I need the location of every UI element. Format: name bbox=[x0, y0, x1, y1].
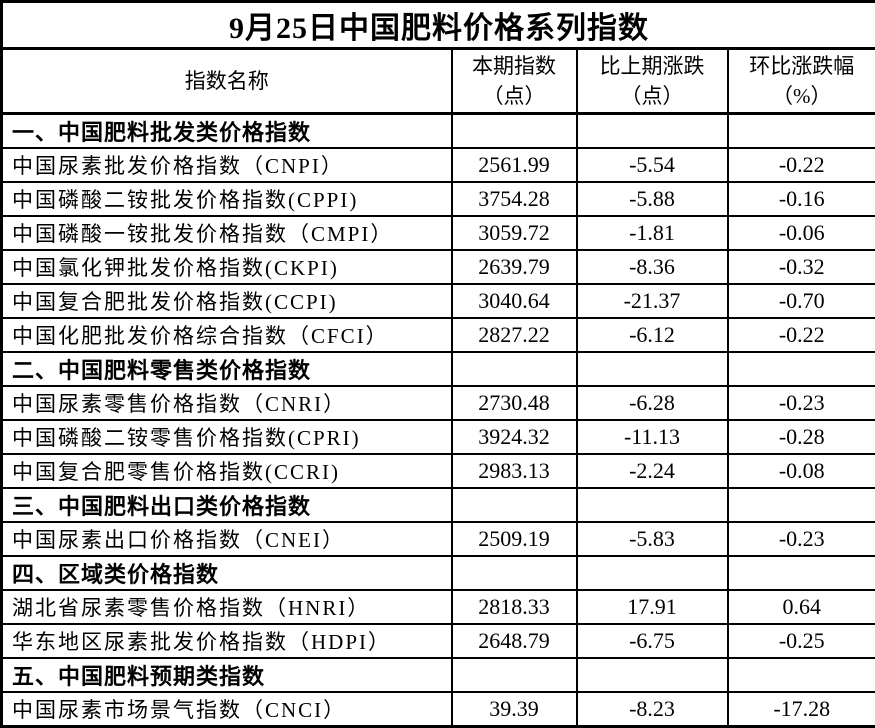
current-index-cell: 2561.99 bbox=[452, 148, 577, 182]
index-name-cell: 中国磷酸二铵批发价格指数(CPPI) bbox=[2, 182, 452, 216]
index-data-row: 中国复合肥零售价格指数(CCRI) 2983.13 -2.24 -0.08 bbox=[2, 454, 875, 488]
current-index-cell: 2818.33 bbox=[452, 590, 577, 624]
change-cell: -5.88 bbox=[577, 182, 728, 216]
pct-change-cell: -0.23 bbox=[728, 386, 875, 420]
current-index-cell: 2509.19 bbox=[452, 522, 577, 556]
pct-change-cell: 0.64 bbox=[728, 590, 875, 624]
column-header-current-index: 本期指数 （点） bbox=[452, 49, 577, 114]
index-data-row: 中国尿素批发价格指数（CNPI） 2561.99 -5.54 -0.22 bbox=[2, 148, 875, 182]
section-header-row: 四、区域类价格指数 bbox=[2, 556, 875, 590]
change-cell: -5.83 bbox=[577, 522, 728, 556]
change-cell: -8.23 bbox=[577, 692, 728, 727]
current-index-cell: 3040.64 bbox=[452, 284, 577, 318]
current-index-cell: 3059.72 bbox=[452, 216, 577, 250]
change-cell: 17.91 bbox=[577, 590, 728, 624]
empty-cell bbox=[728, 488, 875, 522]
empty-cell bbox=[577, 556, 728, 590]
pct-change-cell: -0.25 bbox=[728, 624, 875, 658]
empty-cell bbox=[577, 488, 728, 522]
index-name-cell: 三、中国肥料出口类价格指数 bbox=[2, 488, 452, 522]
current-index-cell: 2648.79 bbox=[452, 624, 577, 658]
pct-change-cell: -0.06 bbox=[728, 216, 875, 250]
pct-change-cell: -0.32 bbox=[728, 250, 875, 284]
index-name-cell: 中国尿素出口价格指数（CNEI） bbox=[2, 522, 452, 556]
column-header-change-vs-previous: 比上期涨跌 （点） bbox=[577, 49, 728, 114]
current-index-cell: 39.39 bbox=[452, 692, 577, 727]
section-header-row: 三、中国肥料出口类价格指数 bbox=[2, 488, 875, 522]
change-cell: -1.81 bbox=[577, 216, 728, 250]
pct-change-cell: -0.16 bbox=[728, 182, 875, 216]
title-row: 9月25日中国肥料价格系列指数 bbox=[2, 2, 875, 49]
change-cell: -11.13 bbox=[577, 420, 728, 454]
index-name-cell: 湖北省尿素零售价格指数（HNRI） bbox=[2, 590, 452, 624]
empty-cell bbox=[577, 114, 728, 149]
index-name-cell: 中国磷酸二铵零售价格指数(CPRI) bbox=[2, 420, 452, 454]
empty-cell bbox=[728, 352, 875, 386]
index-name-cell: 中国尿素零售价格指数（CNRI） bbox=[2, 386, 452, 420]
index-data-row: 中国化肥批发价格综合指数（CFCI） 2827.22 -6.12 -0.22 bbox=[2, 318, 875, 352]
index-data-row: 华东地区尿素批发价格指数（HDPI） 2648.79 -6.75 -0.25 bbox=[2, 624, 875, 658]
current-index-cell: 2730.48 bbox=[452, 386, 577, 420]
index-name-cell: 二、中国肥料零售类价格指数 bbox=[2, 352, 452, 386]
index-data-row: 中国氯化钾批发价格指数(CKPI) 2639.79 -8.36 -0.32 bbox=[2, 250, 875, 284]
index-data-row: 中国尿素出口价格指数（CNEI） 2509.19 -5.83 -0.23 bbox=[2, 522, 875, 556]
index-name-cell: 中国磷酸一铵批发价格指数（CMPI） bbox=[2, 216, 452, 250]
current-index-cell: 3754.28 bbox=[452, 182, 577, 216]
empty-cell bbox=[452, 114, 577, 149]
pct-change-cell: -0.70 bbox=[728, 284, 875, 318]
index-name-cell: 中国尿素市场景气指数（CNCI） bbox=[2, 692, 452, 727]
current-index-cell: 2827.22 bbox=[452, 318, 577, 352]
section-header-row: 二、中国肥料零售类价格指数 bbox=[2, 352, 875, 386]
empty-cell bbox=[452, 488, 577, 522]
current-index-cell: 2639.79 bbox=[452, 250, 577, 284]
index-name-cell: 四、区域类价格指数 bbox=[2, 556, 452, 590]
empty-cell bbox=[452, 556, 577, 590]
index-data-row: 中国复合肥批发价格指数(CCPI) 3040.64 -21.37 -0.70 bbox=[2, 284, 875, 318]
pct-change-cell: -0.22 bbox=[728, 318, 875, 352]
empty-cell bbox=[452, 658, 577, 692]
index-name-cell: 五、中国肥料预期类指数 bbox=[2, 658, 452, 692]
index-data-row: 中国磷酸二铵批发价格指数(CPPI) 3754.28 -5.88 -0.16 bbox=[2, 182, 875, 216]
current-index-cell: 2983.13 bbox=[452, 454, 577, 488]
column-header-row: 指数名称 本期指数 （点） 比上期涨跌 （点） 环比涨跌幅 （%） bbox=[2, 49, 875, 114]
empty-cell bbox=[728, 556, 875, 590]
index-data-row: 中国磷酸二铵零售价格指数(CPRI) 3924.32 -11.13 -0.28 bbox=[2, 420, 875, 454]
section-header-row: 一、中国肥料批发类价格指数 bbox=[2, 114, 875, 149]
index-name-cell: 中国复合肥零售价格指数(CCRI) bbox=[2, 454, 452, 488]
pct-change-cell: -0.28 bbox=[728, 420, 875, 454]
section-header-row: 五、中国肥料预期类指数 bbox=[2, 658, 875, 692]
index-name-cell: 中国氯化钾批发价格指数(CKPI) bbox=[2, 250, 452, 284]
index-name-cell: 中国化肥批发价格综合指数（CFCI） bbox=[2, 318, 452, 352]
empty-cell bbox=[728, 114, 875, 149]
column-header-index-name: 指数名称 bbox=[2, 49, 452, 114]
page-title: 9月25日中国肥料价格系列指数 bbox=[2, 2, 875, 49]
pct-change-cell: -0.22 bbox=[728, 148, 875, 182]
pct-change-cell: -0.08 bbox=[728, 454, 875, 488]
pct-change-cell: -0.23 bbox=[728, 522, 875, 556]
index-name-cell: 一、中国肥料批发类价格指数 bbox=[2, 114, 452, 149]
index-name-cell: 中国尿素批发价格指数（CNPI） bbox=[2, 148, 452, 182]
empty-cell bbox=[728, 658, 875, 692]
index-name-cell: 华东地区尿素批发价格指数（HDPI） bbox=[2, 624, 452, 658]
empty-cell bbox=[577, 658, 728, 692]
change-cell: -21.37 bbox=[577, 284, 728, 318]
change-cell: -5.54 bbox=[577, 148, 728, 182]
index-data-row: 中国尿素零售价格指数（CNRI） 2730.48 -6.28 -0.23 bbox=[2, 386, 875, 420]
pct-change-cell: -17.28 bbox=[728, 692, 875, 727]
index-data-row: 中国磷酸一铵批发价格指数（CMPI） 3059.72 -1.81 -0.06 bbox=[2, 216, 875, 250]
index-data-row: 湖北省尿素零售价格指数（HNRI） 2818.33 17.91 0.64 bbox=[2, 590, 875, 624]
current-index-cell: 3924.32 bbox=[452, 420, 577, 454]
change-cell: -6.28 bbox=[577, 386, 728, 420]
empty-cell bbox=[577, 352, 728, 386]
empty-cell bbox=[452, 352, 577, 386]
change-cell: -6.75 bbox=[577, 624, 728, 658]
index-data-row: 中国尿素市场景气指数（CNCI） 39.39 -8.23 -17.28 bbox=[2, 692, 875, 727]
index-name-cell: 中国复合肥批发价格指数(CCPI) bbox=[2, 284, 452, 318]
change-cell: -2.24 bbox=[577, 454, 728, 488]
column-header-pct-change: 环比涨跌幅 （%） bbox=[728, 49, 875, 114]
change-cell: -6.12 bbox=[577, 318, 728, 352]
change-cell: -8.36 bbox=[577, 250, 728, 284]
